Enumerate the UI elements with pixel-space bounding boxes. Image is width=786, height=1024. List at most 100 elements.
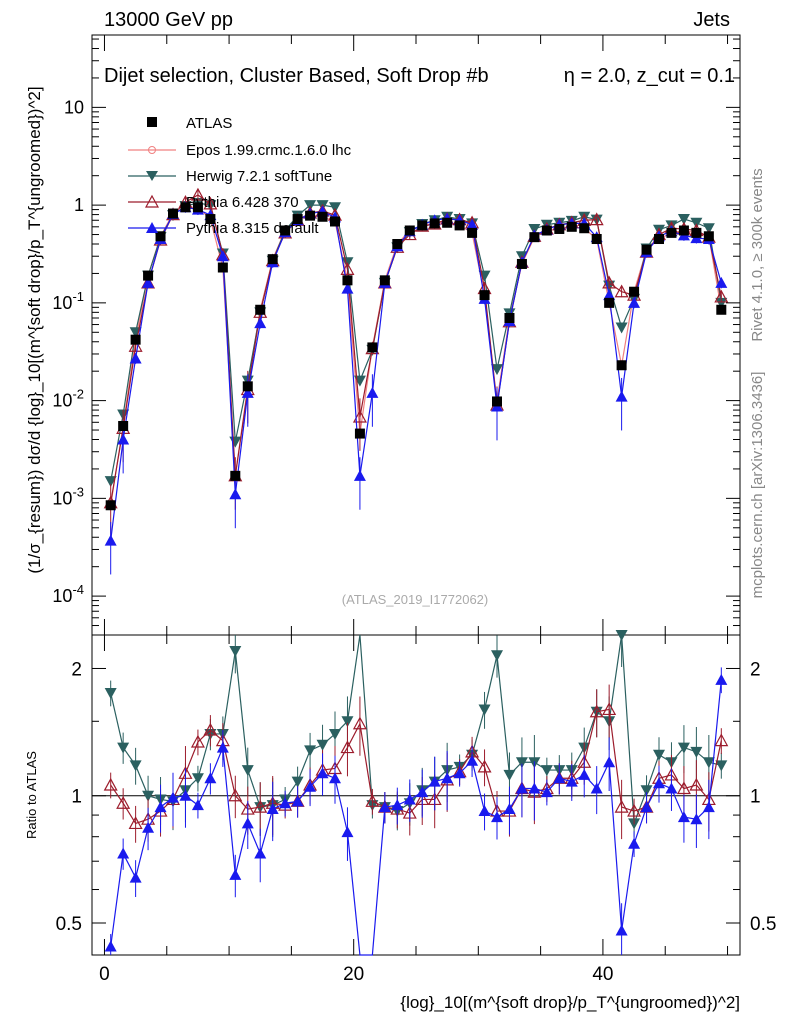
ratio-point-pythia8 [316, 767, 329, 779]
ratio-point-pythia8 [179, 789, 192, 801]
point-atlas [442, 217, 453, 228]
ratio-point-pythia8 [565, 775, 578, 787]
point-herwig [715, 297, 728, 309]
legend-marker-epos [148, 146, 156, 154]
point-pythia6 [352, 409, 367, 423]
ratio-y-tick-label-left: 1 [71, 787, 82, 808]
ratio-point-pythia8 [690, 813, 703, 825]
ratio-point-herwig [515, 757, 528, 769]
ratio-point-herwig [690, 746, 703, 758]
point-atlas [454, 220, 465, 231]
ratio-point-pythia6 [477, 759, 492, 773]
ratio-point-herwig [715, 760, 728, 772]
rivet-label: Rivet 4.1.0, ≥ 300k events [749, 168, 766, 341]
x-ticks: 0 20 40 [99, 35, 729, 985]
ratio-point-herwig [491, 650, 503, 662]
ratio-point-herwig [117, 742, 130, 754]
ratio-point-pythia8 [129, 871, 142, 883]
main-y-tick-label: 10-4 [52, 582, 84, 606]
ratio-point-herwig [316, 739, 329, 751]
x-tick-label: 0 [99, 964, 110, 985]
legend-marker-pythia8 [146, 222, 158, 233]
main-y-tick-label: 10-3 [52, 484, 84, 508]
panel-title-params: η = 2.0, z_cut = 0.1 [564, 65, 735, 87]
ratio-point-pythia6 [203, 722, 218, 736]
point-atlas [629, 286, 640, 297]
ratio-y-tick-label-right: 2 [750, 659, 761, 680]
main-series-group [103, 187, 729, 575]
point-pythia8 [466, 218, 479, 230]
point-atlas [242, 381, 253, 392]
ratio-point-pythia8 [117, 847, 130, 859]
ratio-point-pythia8 [291, 795, 304, 807]
point-atlas [591, 234, 602, 245]
ratio-y-tick-label-right: 1 [750, 787, 761, 808]
legend-label-herwig: Herwig 7.2.1 softTune [186, 168, 332, 185]
ratio-y-tick-label-right: 0.5 [750, 914, 776, 935]
ratio-point-pythia6 [689, 777, 704, 791]
point-atlas [691, 227, 702, 238]
ratio-point-pythia8 [578, 768, 591, 780]
ratio-point-pythia8 [590, 782, 603, 794]
ratio-point-pythia8 [466, 754, 479, 766]
ratio-point-herwig [677, 742, 690, 754]
point-atlas [118, 420, 129, 431]
ratio-point-pythia8 [453, 767, 466, 779]
ratio-point-pythia8 [167, 791, 179, 803]
ratio-point-herwig [291, 776, 304, 788]
ratio-point-pythia8 [403, 793, 416, 805]
point-atlas [205, 214, 216, 225]
point-atlas [554, 223, 565, 234]
main-y-tick-label: 10 [64, 97, 84, 117]
point-atlas [666, 227, 677, 238]
point-herwig [677, 214, 690, 226]
point-pythia6 [614, 284, 629, 298]
ratio-point-pythia6 [352, 716, 367, 730]
ratio-point-herwig [241, 765, 254, 777]
ratio-point-pythia8 [216, 741, 229, 753]
point-atlas [641, 244, 652, 255]
ratio-point-pythia6 [128, 816, 143, 830]
point-atlas [467, 227, 478, 238]
point-pythia8 [142, 276, 155, 288]
main-y-tick-label: 10-1 [52, 289, 84, 313]
analysis-watermark: (ATLAS_2019_I1772062) [342, 592, 488, 607]
series-line-pythia6 [110, 194, 722, 503]
ratio-line-pythia8 [110, 679, 722, 956]
legend-label-pythia8: Pythia 8.315 default [186, 220, 319, 237]
main-y-ticks: 10-4 10-3 10-2 10-1 1 10 [52, 38, 740, 627]
legend: ATLAS Epos 1.99.crmc.1.6.0 lhc Herwig 7.… [128, 115, 352, 237]
point-pythia8 [216, 250, 229, 262]
point-atlas [541, 225, 552, 236]
ratio-point-pythia6 [676, 781, 691, 795]
ratio-point-herwig [104, 687, 117, 699]
ratio-point-pythia6 [103, 777, 118, 791]
point-pythia8 [603, 289, 616, 301]
point-atlas [529, 232, 540, 243]
ratio-point-herwig [229, 645, 242, 657]
point-pythia6 [589, 212, 604, 226]
ratio-point-pythia8 [391, 799, 404, 811]
point-herwig [615, 322, 628, 334]
point-atlas [180, 202, 191, 213]
point-atlas [342, 275, 353, 286]
point-atlas [604, 297, 615, 308]
ratio-point-pythia8 [241, 817, 254, 829]
series-epos [107, 203, 725, 509]
point-atlas [280, 225, 291, 236]
point-atlas [354, 428, 365, 439]
point-pythia8 [353, 469, 366, 481]
ratio-point-pythia8 [640, 801, 653, 813]
point-atlas [130, 334, 141, 345]
ratio-point-pythia6 [116, 795, 131, 809]
ratio-point-pythia6 [253, 799, 268, 813]
point-atlas [192, 202, 203, 213]
ratio-point-pythia8 [378, 801, 391, 813]
ratio-point-herwig [503, 769, 516, 781]
ratio-point-pythia8 [416, 786, 429, 798]
point-atlas [217, 262, 228, 273]
ratio-y-label: Ratio to ATLAS [24, 751, 39, 839]
y-axis-label: (1/σ_{resum}) dσ/d {log}_10[(m^{soft dro… [25, 86, 44, 573]
ratio-point-pythia8 [304, 780, 317, 792]
point-pythia8 [229, 488, 242, 500]
